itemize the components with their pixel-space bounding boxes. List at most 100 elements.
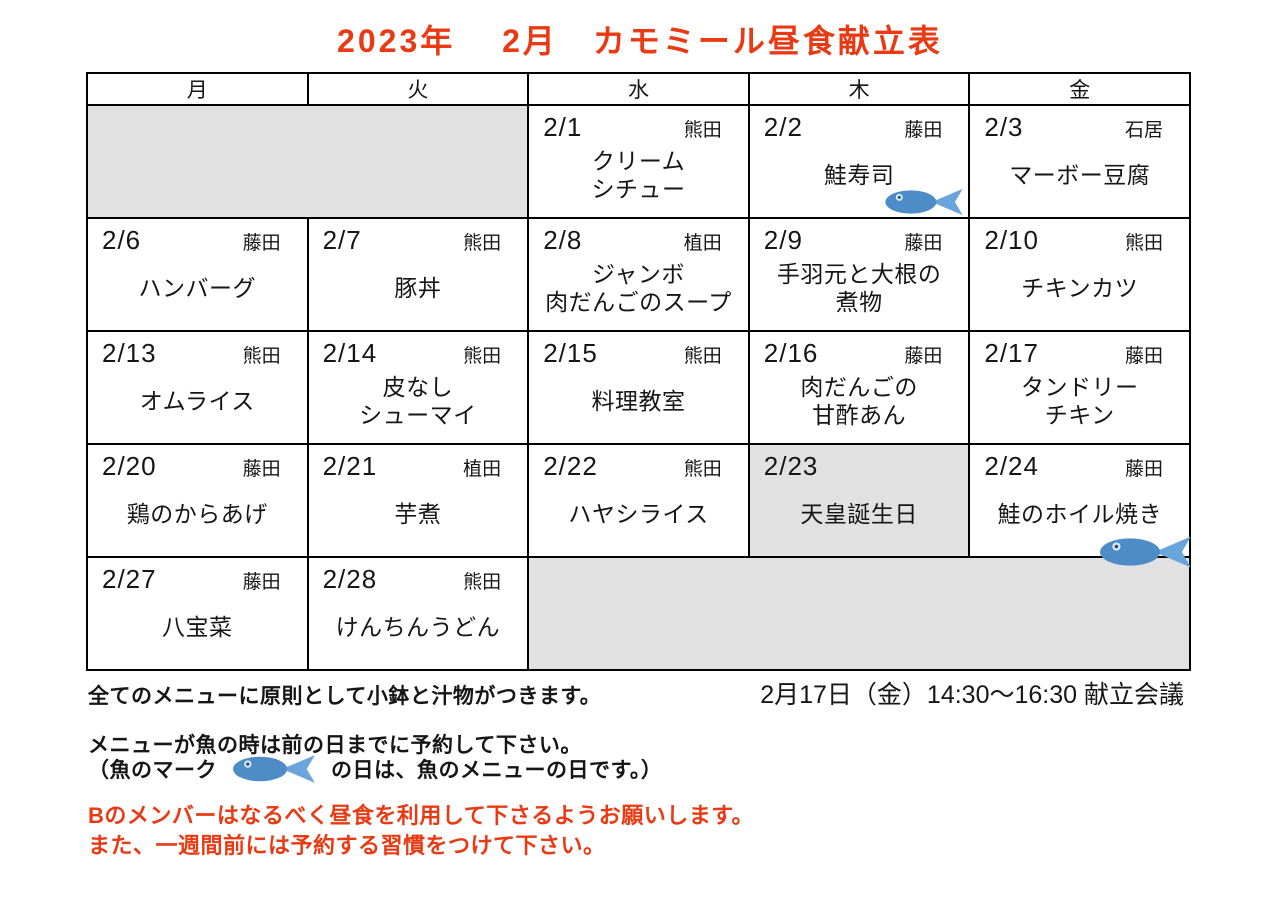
date-label: 2/8 (543, 225, 583, 255)
menu-label: 手羽元と大根の 煮物 (776, 260, 942, 315)
staff-label: 藤田 (242, 459, 281, 480)
day-cell-2-3: 2/3 石居 マーボー豆腐 (968, 104, 1191, 219)
date-label: 2/17 (984, 338, 1039, 368)
day-cell-2-16: 2/16 藤田 肉だんごの 甘酢あん (747, 330, 971, 445)
fish-icon (885, 188, 964, 216)
day-cell-2-9: 2/9 藤田 手羽元と大根の 煮物 (747, 217, 971, 332)
menu-label: 芋煮 (394, 500, 442, 527)
day-cell-2-24: 2/24 藤田 鮭のホイル焼き (968, 443, 1191, 568)
date-label: 2/3 (984, 112, 1024, 142)
note-row-general: 全てのメニューに原則として小鉢と汁物がつきます。 2月17日（金）14:30～1… (88, 675, 1184, 711)
staff-label: 藤田 (904, 120, 943, 141)
page-title: 2023年 2月 カモミール昼食献立表 (337, 23, 943, 59)
day-cell-2-10: 2/10 熊田 チキンカツ (968, 217, 1191, 332)
day-cell-2-15: 2/15 熊田 料理教室 (527, 330, 750, 445)
menu-label: ジャンボ 肉だんごのスープ (545, 260, 732, 315)
holiday-label: 天皇誕生日 (800, 500, 918, 527)
fish-icon (233, 755, 315, 783)
staff-label: 石居 (1124, 120, 1163, 141)
header-friday: 金 (968, 72, 1191, 106)
header-monday: 月 (86, 72, 309, 106)
date-label: 2/13 (102, 338, 157, 368)
staff-label: 植田 (463, 459, 502, 480)
weekday-header-row: 月 火 水 木 金 (86, 72, 1191, 106)
staff-label: 藤田 (1124, 346, 1163, 367)
menu-label: けんちんうどん (335, 613, 501, 640)
menu-calendar-table: 月 火 水 木 金 2/1 熊田 クリーム シチュー 2/2 藤田 鮭寿司 2/3 石… (85, 72, 1191, 671)
header-wednesday: 水 (527, 72, 750, 106)
day-cell-2-8: 2/8 植田 ジャンボ 肉だんごのスープ (527, 217, 750, 332)
date-label: 2/28 (322, 564, 378, 594)
header-thursday: 木 (747, 72, 971, 106)
day-cell-2-22: 2/22 熊田 ハヤシライス (527, 443, 750, 558)
day-cell-2-1: 2/1 熊田 クリーム シチュー (527, 104, 750, 219)
week-row-5: 2/27 藤田 八宝菜 2/28 熊田 けんちんうどん (86, 556, 1191, 671)
day-cell-2-28: 2/28 熊田 けんちんうどん (306, 556, 530, 671)
staff-label: 熊田 (683, 459, 722, 480)
note-fish-mark-pre: （魚のマーク (88, 759, 217, 782)
week-row-1: 2/1 熊田 クリーム シチュー 2/2 藤田 鮭寿司 2/3 石居 マーボー豆腐 (85, 104, 1191, 219)
menu-label: 料理教室 (591, 387, 686, 414)
empty-cell-week5 (527, 556, 1191, 671)
menu-label: 八宝菜 (162, 613, 233, 640)
date-label: 2/21 (322, 451, 378, 481)
menu-label: オムライス (139, 387, 255, 414)
menu-label: ハンバーグ (138, 274, 257, 301)
date-label: 2/9 (763, 225, 803, 255)
menu-label: 鶏のからあげ (126, 500, 268, 527)
date-label: 2/1 (543, 112, 583, 142)
date-label: 2/22 (543, 451, 598, 481)
menu-label: 鮭寿司 (823, 161, 895, 188)
header-tuesday: 火 (306, 72, 530, 106)
menu-label: チキンカツ (1021, 274, 1139, 301)
menu-label: クリーム シチュー (591, 147, 686, 202)
note-fish-reservation: メニューが魚の時は前の日までに予約して下さい。 (88, 734, 582, 757)
staff-label: 熊田 (463, 233, 502, 254)
date-label: 2/2 (763, 112, 803, 142)
date-label: 2/6 (102, 225, 142, 255)
week-row-2: 2/6 藤田 ハンバーグ 2/7 熊田 豚丼 2/8 植田 ジャンボ 肉だんごのスープ… (86, 217, 1191, 332)
menu-label: タンドリー チキン (1020, 373, 1139, 428)
week-row-4: 2/20 藤田 鶏のからあげ 2/21 植田 芋煮 2/22 熊田 ハヤシライス 2/… (86, 443, 1191, 568)
date-label: 2/20 (102, 451, 157, 481)
staff-label: 熊田 (1124, 233, 1163, 254)
date-label: 2/27 (102, 564, 157, 594)
staff-label: 熊田 (463, 346, 502, 367)
date-label: 2/14 (322, 338, 378, 368)
day-cell-2-23-holiday: 2/23 天皇誕生日 (747, 443, 971, 558)
note-fish-mark-post: の日は、魚のメニューの日です。） (331, 759, 663, 782)
date-label: 2/16 (763, 338, 819, 368)
fish-icon (1100, 536, 1191, 568)
staff-label: 熊田 (242, 346, 281, 367)
day-cell-2-20: 2/20 藤田 鶏のからあげ (86, 443, 309, 558)
day-cell-2-27: 2/27 藤田 八宝菜 (86, 556, 309, 671)
staff-label: 熊田 (683, 346, 722, 367)
menu-label: 豚丼 (394, 274, 442, 301)
date-label: 2/23 (763, 451, 819, 481)
menu-label: 鮭のホイル焼き (997, 500, 1162, 527)
menu-meeting-info: 2月17日（金）14:30～16:30 献立会議 (760, 681, 1184, 709)
red-notice-line2: また、一週間前には予約する習慣をつけて下さい。 (88, 832, 606, 858)
staff-label: 藤田 (242, 572, 281, 593)
staff-label: 藤田 (242, 233, 281, 254)
week-row-3: 2/13 熊田 オムライス 2/14 熊田 皮なし シューマイ 2/15 熊田 料理教… (86, 330, 1191, 445)
menu-label: マーボー豆腐 (1009, 161, 1151, 188)
day-cell-2-14: 2/14 熊田 皮なし シューマイ (306, 330, 530, 445)
empty-cell-week1 (85, 104, 530, 219)
day-cell-2-17: 2/17 藤田 タンドリー チキン (968, 330, 1191, 445)
staff-label: 藤田 (904, 233, 943, 254)
staff-label: 熊田 (463, 572, 502, 593)
red-notice-block: Bのメンバーはなるべく昼食を利用して下さるようお願いします。 また、一週間前には… (88, 801, 754, 860)
staff-label: 藤田 (1124, 459, 1163, 480)
day-cell-2-7: 2/7 熊田 豚丼 (306, 217, 530, 332)
day-cell-2-6: 2/6 藤田 ハンバーグ (86, 217, 309, 332)
note-side-dishes: 全てのメニューに原則として小鉢と汁物がつきます。 (88, 685, 602, 708)
date-label: 2/24 (984, 451, 1039, 481)
red-notice-line1: Bのメンバーはなるべく昼食を利用して下さるようお願いします。 (88, 803, 755, 828)
staff-label: 熊田 (683, 120, 722, 141)
day-cell-2-2: 2/2 藤田 鮭寿司 (747, 104, 971, 219)
date-label: 2/10 (984, 225, 1039, 255)
note-fish-mark: （魚のマーク の日は、魚のメニューの日です。） (88, 749, 662, 789)
menu-label: ハヤシライス (568, 500, 709, 527)
day-cell-2-21: 2/21 植田 芋煮 (306, 443, 530, 558)
